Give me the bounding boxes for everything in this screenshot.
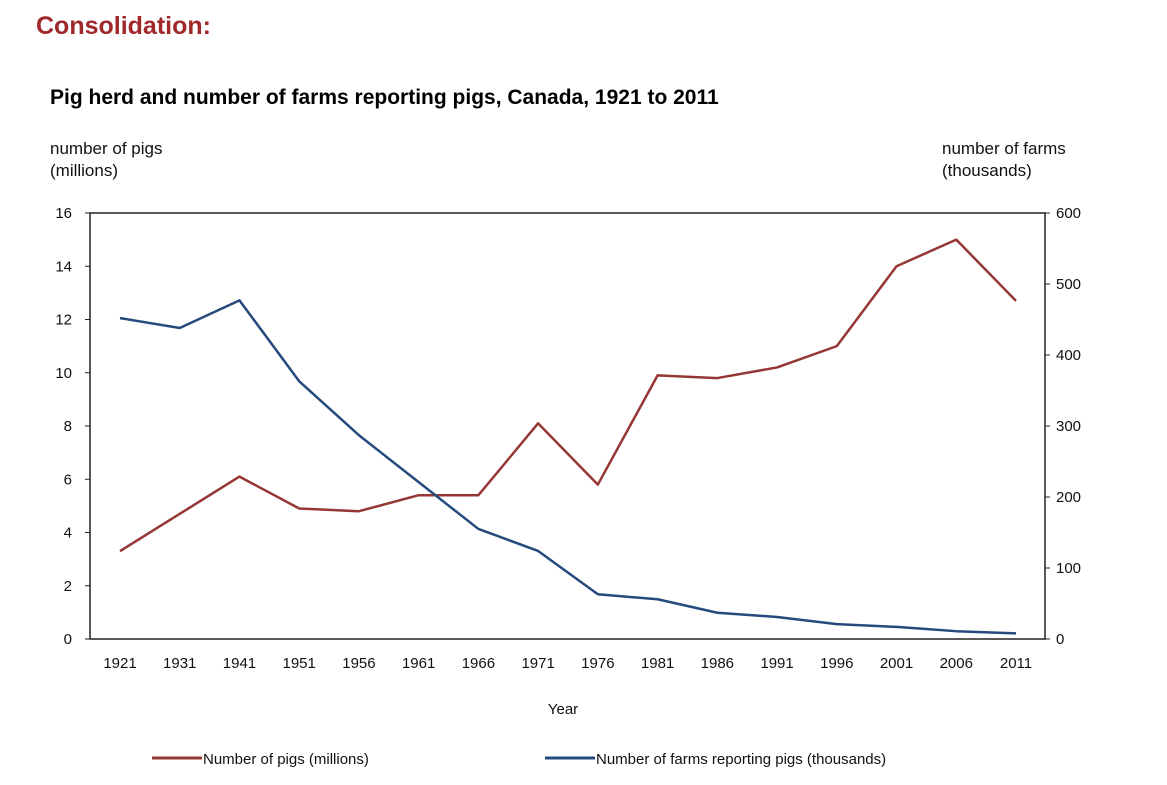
legend-label-1: Number of farms reporting pigs (thousand… bbox=[596, 751, 886, 768]
x-tick-label: 1986 bbox=[701, 655, 734, 672]
x-tick-label: 1966 bbox=[462, 655, 495, 672]
x-tick-label: 1951 bbox=[283, 655, 316, 672]
slide-heading: Consolidation: bbox=[36, 12, 211, 40]
left-tick-label: 8 bbox=[64, 418, 72, 435]
left-tick-label: 16 bbox=[55, 205, 72, 222]
chart-title: Pig herd and number of farms reporting p… bbox=[50, 86, 719, 109]
x-tick-label: 2011 bbox=[1000, 655, 1032, 672]
x-tick-label: 1996 bbox=[820, 655, 853, 672]
right-tick-label: 100 bbox=[1056, 560, 1081, 577]
right-tick-label: 300 bbox=[1056, 418, 1081, 435]
left-axis-label-line1: number of pigs bbox=[50, 139, 163, 158]
x-tick-label: 1921 bbox=[103, 655, 136, 672]
right-axis-label-line1: number of farms bbox=[942, 139, 1066, 158]
x-tick-label: 1931 bbox=[163, 655, 196, 672]
x-tick-label: 1981 bbox=[641, 655, 674, 672]
x-axis-label: Year bbox=[548, 701, 578, 718]
legend-label-0: Number of pigs (millions) bbox=[203, 751, 369, 768]
left-tick-label: 0 bbox=[64, 631, 72, 648]
x-tick-label: 1971 bbox=[521, 655, 554, 672]
left-tick-label: 14 bbox=[55, 258, 72, 275]
right-tick-label: 0 bbox=[1056, 631, 1064, 648]
right-tick-label: 500 bbox=[1056, 276, 1081, 293]
right-tick-label: 200 bbox=[1056, 489, 1081, 506]
right-axis-label: number of farms (thousands) bbox=[942, 138, 1066, 182]
series-line-0 bbox=[119, 238, 1017, 553]
left-tick-label: 10 bbox=[55, 365, 72, 382]
series-line-1 bbox=[119, 299, 1017, 635]
left-tick-label: 12 bbox=[55, 312, 72, 329]
x-tick-label: 1991 bbox=[760, 655, 793, 672]
right-axis-label-line2: (thousands) bbox=[942, 161, 1032, 180]
left-tick-label: 2 bbox=[64, 578, 72, 595]
plot-frame bbox=[89, 212, 1046, 640]
x-tick-label: 1941 bbox=[223, 655, 256, 672]
x-tick-label: 1956 bbox=[342, 655, 375, 672]
x-tick-label: 2006 bbox=[940, 655, 973, 672]
left-tick-label: 6 bbox=[64, 471, 72, 488]
left-axis-label-line2: (millions) bbox=[50, 161, 118, 180]
x-tick-label: 1961 bbox=[402, 655, 435, 672]
left-tick-label: 4 bbox=[64, 525, 72, 542]
left-axis-label: number of pigs (millions) bbox=[50, 138, 162, 182]
right-tick-label: 600 bbox=[1056, 205, 1081, 222]
x-tick-label: 1976 bbox=[581, 655, 614, 672]
x-tick-label: 2001 bbox=[880, 655, 913, 672]
right-tick-label: 400 bbox=[1056, 347, 1081, 364]
